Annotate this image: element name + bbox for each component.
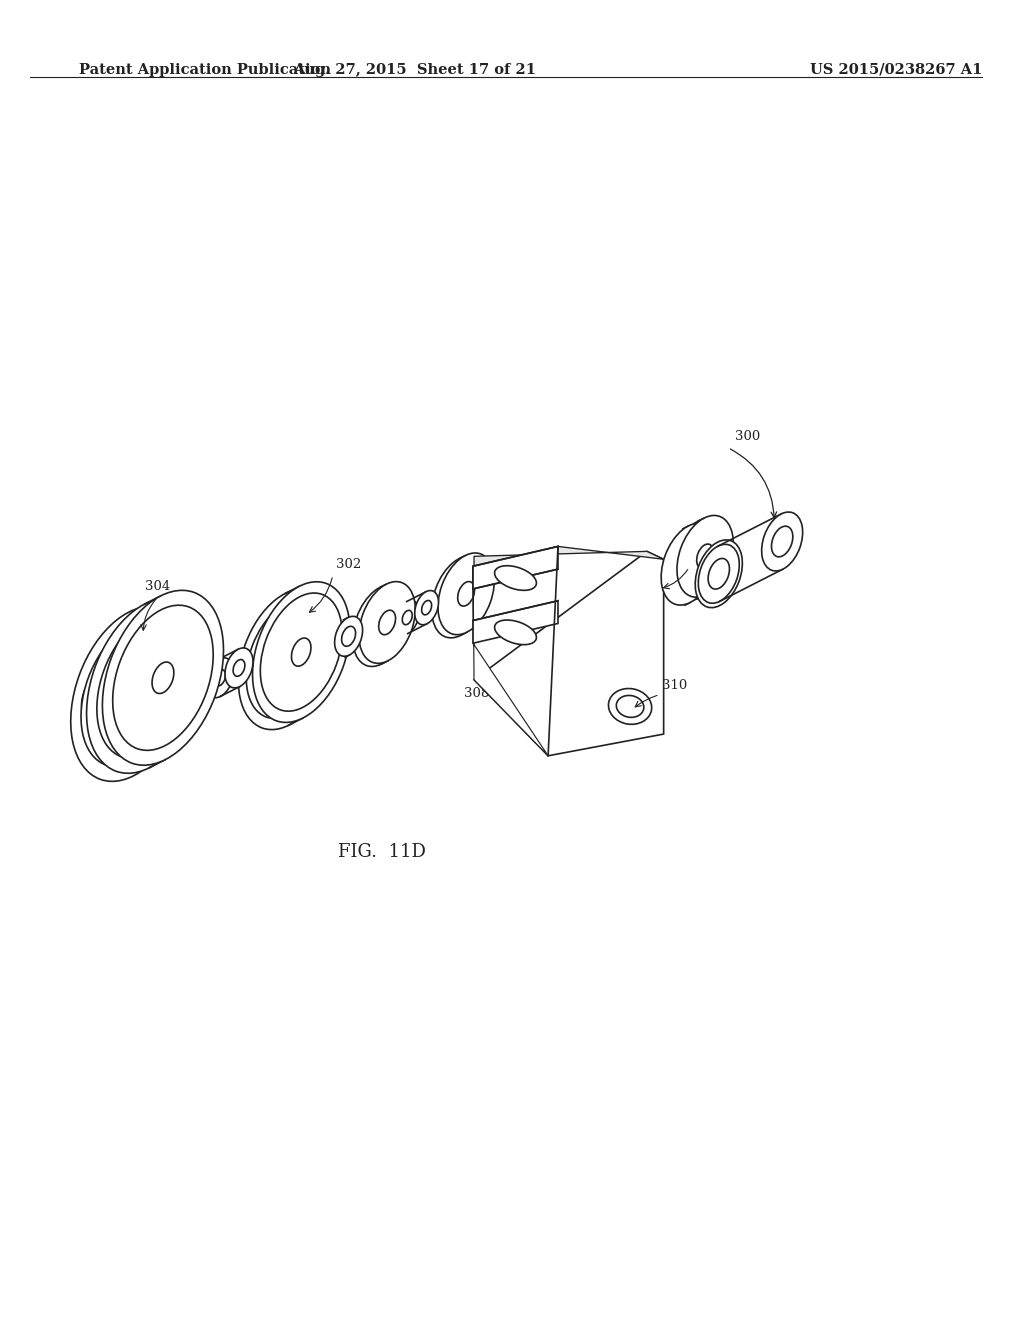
Ellipse shape	[292, 638, 311, 667]
Ellipse shape	[415, 590, 438, 624]
Ellipse shape	[233, 660, 245, 676]
Ellipse shape	[278, 645, 297, 673]
Ellipse shape	[353, 585, 410, 667]
Ellipse shape	[709, 558, 729, 589]
Ellipse shape	[495, 620, 537, 644]
Ellipse shape	[359, 582, 416, 664]
Ellipse shape	[246, 601, 328, 718]
Text: Aug. 27, 2015  Sheet 17 of 21: Aug. 27, 2015 Sheet 17 of 21	[293, 62, 537, 77]
Ellipse shape	[671, 519, 727, 601]
Ellipse shape	[75, 664, 123, 731]
Text: US 2015/0238267 A1: US 2015/0238267 A1	[810, 62, 982, 77]
Ellipse shape	[681, 552, 697, 577]
Ellipse shape	[379, 610, 395, 635]
Text: 310: 310	[662, 678, 687, 692]
Polygon shape	[473, 546, 558, 589]
Ellipse shape	[214, 669, 225, 686]
Ellipse shape	[771, 527, 793, 557]
Ellipse shape	[698, 544, 739, 603]
Ellipse shape	[762, 512, 803, 572]
Polygon shape	[474, 546, 664, 569]
Ellipse shape	[373, 614, 389, 638]
Ellipse shape	[402, 610, 413, 624]
Polygon shape	[474, 552, 664, 756]
Ellipse shape	[225, 648, 253, 688]
Ellipse shape	[696, 544, 714, 569]
Text: 306: 306	[691, 552, 717, 564]
Ellipse shape	[206, 657, 233, 698]
Ellipse shape	[113, 605, 213, 750]
Ellipse shape	[395, 601, 419, 635]
Ellipse shape	[690, 548, 708, 572]
Text: 300: 300	[735, 430, 760, 442]
Text: 308: 308	[464, 686, 489, 700]
Ellipse shape	[608, 689, 651, 725]
Ellipse shape	[81, 622, 181, 767]
Ellipse shape	[495, 566, 537, 590]
Ellipse shape	[82, 673, 116, 722]
Ellipse shape	[253, 582, 350, 722]
Polygon shape	[473, 601, 558, 643]
Ellipse shape	[616, 696, 644, 717]
Ellipse shape	[152, 663, 174, 693]
Ellipse shape	[260, 593, 342, 711]
Ellipse shape	[239, 589, 336, 730]
Ellipse shape	[87, 598, 208, 774]
Text: 302: 302	[336, 558, 361, 572]
Ellipse shape	[330, 619, 358, 659]
Text: Patent Application Publication: Patent Application Publication	[79, 62, 331, 77]
Text: 304: 304	[145, 579, 170, 593]
Ellipse shape	[438, 553, 495, 635]
Ellipse shape	[422, 601, 432, 615]
Ellipse shape	[452, 585, 468, 610]
Ellipse shape	[662, 523, 718, 605]
Ellipse shape	[342, 626, 355, 647]
Ellipse shape	[136, 671, 158, 702]
Ellipse shape	[695, 540, 742, 607]
Polygon shape	[473, 566, 548, 756]
Ellipse shape	[102, 590, 223, 766]
Ellipse shape	[97, 614, 198, 759]
Text: FIG.  11D: FIG. 11D	[338, 842, 426, 861]
Ellipse shape	[432, 556, 488, 638]
Ellipse shape	[335, 616, 362, 656]
Ellipse shape	[677, 515, 733, 597]
Ellipse shape	[337, 628, 351, 648]
Ellipse shape	[458, 582, 474, 606]
Ellipse shape	[71, 606, 191, 781]
